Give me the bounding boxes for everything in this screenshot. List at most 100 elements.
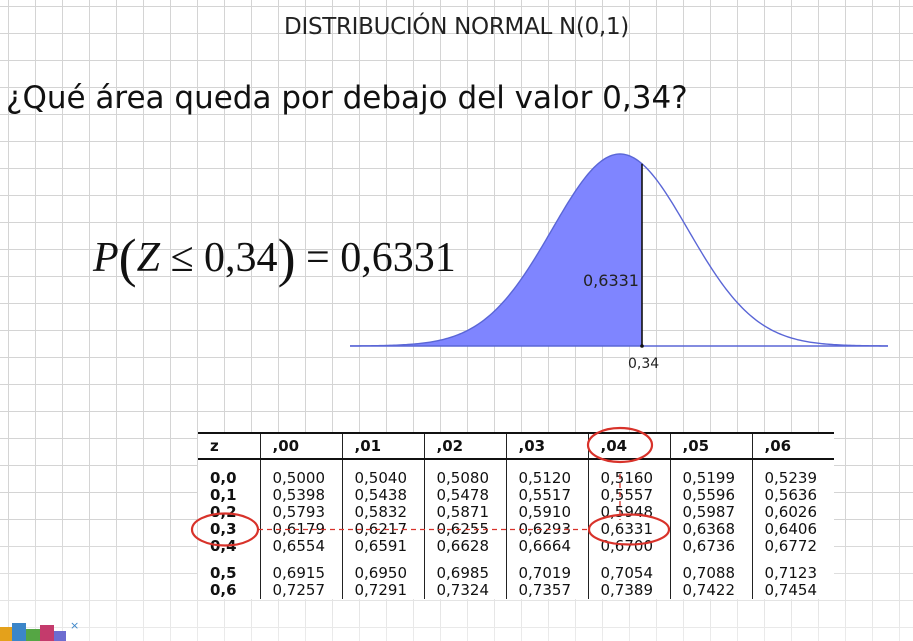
z-table: z ,00 ,01 ,02 ,03 ,04 ,05 ,06 0,0 0,5000 0… <box>198 432 834 599</box>
spacer-cell <box>341 555 424 565</box>
table-row: 0,4 0,6554 0,6591 0,6628 0,6664 0,6700 0,6736 0… <box>198 538 834 555</box>
probability-cell: 0,6217 <box>341 521 424 538</box>
header-col-04: ,04 <box>587 432 670 460</box>
z-value-cell: 0,5 <box>210 564 237 582</box>
probability-cell: 0,7019 <box>505 565 588 582</box>
formula-open-paren: ( <box>118 228 137 288</box>
header-col-01: ,01 <box>341 432 424 460</box>
probability-cell: 0,6368 <box>669 521 752 538</box>
z-value-cell: 0,0 <box>210 469 237 487</box>
probability-cell: 0,5910 <box>505 504 588 521</box>
spacer-cell <box>341 459 424 470</box>
spacer-cell <box>587 555 670 565</box>
spacer-cell <box>751 459 834 470</box>
formula-p: P <box>93 235 119 281</box>
probability-cell: 0,6950 <box>341 565 424 582</box>
probability-cell: 0,7123 <box>751 565 834 582</box>
probability-cell: 0,5398 <box>259 487 342 504</box>
z-value-cell: 0,6 <box>210 581 237 599</box>
table-spacer-row <box>198 555 834 565</box>
probability-cell: 0,7054 <box>587 565 670 582</box>
probability-cell: 0,6772 <box>751 538 834 555</box>
table-body: 0,0 0,5000 0,5040 0,5080 0,5120 0,5160 0,5199 0… <box>198 459 834 599</box>
probability-cell: 0,7088 <box>669 565 752 582</box>
table-row: 0,2 0,5793 0,5832 0,5871 0,5910 0,5948 0,5987 0… <box>198 504 834 521</box>
table-row: 0,0 0,5000 0,5040 0,5080 0,5120 0,5160 0,5199 0… <box>198 470 834 487</box>
spacer-cell <box>751 555 834 565</box>
spacer-cell <box>423 459 506 470</box>
probability-cell: 0,5832 <box>341 504 424 521</box>
spacer-cell <box>259 555 342 565</box>
probability-cell: 0,7422 <box>669 582 752 599</box>
formula-operator: ≤ 0,34 <box>160 235 278 281</box>
probability-cell: 0,5080 <box>423 470 506 487</box>
header-col-00: ,00 <box>259 432 342 460</box>
cutoff-marker <box>640 344 644 348</box>
question-text: ¿Qué área queda por debajo del valor 0,3… <box>6 80 688 116</box>
table-row: 0,5 0,6915 0,6950 0,6985 0,7019 0,7054 0,7088 0… <box>198 565 834 582</box>
spacer-cell <box>669 459 752 470</box>
spacer-cell <box>259 459 342 470</box>
probability-cell: 0,6591 <box>341 538 424 555</box>
z-value-cell: 0,2 <box>210 503 237 521</box>
formula-result: = 0,6331 <box>295 235 456 281</box>
probability-cell: 0,6700 <box>587 538 670 555</box>
table-row: 0,1 0,5398 0,5438 0,5478 0,5517 0,5557 0,5596 0… <box>198 487 834 504</box>
header-col-05: ,05 <box>669 432 752 460</box>
probability-cell: 0,7357 <box>505 582 588 599</box>
density-curve <box>350 153 889 347</box>
probability-formula: P(Z ≤ 0,34) = 0,6331 <box>93 222 456 288</box>
probability-cell: 0,5040 <box>341 470 424 487</box>
probability-cell: 0,5871 <box>423 504 506 521</box>
header-z: z <box>198 432 260 460</box>
probability-cell: 0,6331 <box>587 521 670 538</box>
probability-cell: 0,5120 <box>505 470 588 487</box>
probability-cell: 0,5199 <box>669 470 752 487</box>
svg-text:×: × <box>70 619 79 632</box>
probability-cell: 0,5000 <box>259 470 342 487</box>
probability-cell: 0,6293 <box>505 521 588 538</box>
shaded-area <box>350 154 642 346</box>
probability-cell: 0,7324 <box>423 582 506 599</box>
probability-cell: 0,7389 <box>587 582 670 599</box>
probability-cell: 0,6026 <box>751 504 834 521</box>
spacer-cell <box>505 555 588 565</box>
probability-cell: 0,7257 <box>259 582 342 599</box>
header-col-02: ,02 <box>423 432 506 460</box>
probability-cell: 0,5239 <box>751 470 834 487</box>
probability-cell: 0,5793 <box>259 504 342 521</box>
probability-cell: 0,5636 <box>751 487 834 504</box>
probability-cell: 0,6915 <box>259 565 342 582</box>
probability-cell: 0,6179 <box>259 521 342 538</box>
probability-cell: 0,7454 <box>751 582 834 599</box>
spacer-cell <box>505 459 588 470</box>
probability-cell: 0,6736 <box>669 538 752 555</box>
probability-cell: 0,5478 <box>423 487 506 504</box>
table-row: 0,3 0,6179 0,6217 0,6255 0,6293 0,6331 0,6368 0… <box>198 521 834 538</box>
header-col-06: ,06 <box>751 432 834 460</box>
probability-cell: 0,5557 <box>587 487 670 504</box>
table-spacer-row <box>198 459 834 470</box>
formula-close-paren: ) <box>277 228 296 288</box>
probability-cell: 0,5517 <box>505 487 588 504</box>
probability-cell: 0,5160 <box>587 470 670 487</box>
probability-cell: 0,6664 <box>505 538 588 555</box>
cutoff-label: 0,34 <box>628 356 659 372</box>
probability-cell: 0,6628 <box>423 538 506 555</box>
formula-variable: Z <box>136 235 160 281</box>
header-col-03: ,03 <box>505 432 588 460</box>
probability-cell: 0,5596 <box>669 487 752 504</box>
probability-cell: 0,6554 <box>259 538 342 555</box>
z-value-cell: 0,3 <box>210 520 237 538</box>
probability-cell: 0,6255 <box>423 521 506 538</box>
corner-logo-icon: × <box>0 619 79 641</box>
probability-cell: 0,5948 <box>587 504 670 521</box>
table-row: 0,6 0,7257 0,7291 0,7324 0,7357 0,7389 0,7422 0… <box>198 582 834 599</box>
probability-cell: 0,6406 <box>751 521 834 538</box>
area-label: 0,6331 <box>583 271 639 290</box>
probability-cell: 0,5438 <box>341 487 424 504</box>
slide-title: DISTRIBUCIÓN NORMAL N(0,1) <box>284 14 629 40</box>
probability-cell: 0,6985 <box>423 565 506 582</box>
spacer-cell <box>587 459 670 470</box>
z-value-cell: 0,1 <box>210 486 237 504</box>
